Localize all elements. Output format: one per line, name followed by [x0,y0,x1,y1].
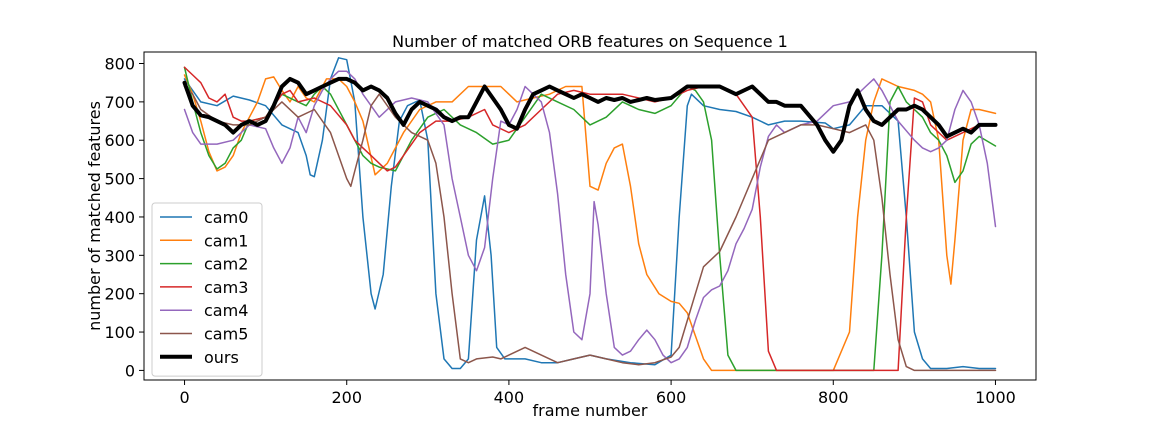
series-line-ours [182,76,998,154]
y-tick-label: 0 [125,361,135,380]
legend-label-cam4: cam4 [204,301,248,320]
series-line-cam5 [183,85,997,372]
y-tick-label: 300 [104,246,135,265]
y-tick-label: 700 [104,93,135,112]
y-axis: 0 100 200 300 400 500 600 700 800 [104,55,144,380]
y-tick-label: 400 [104,208,135,227]
x-tick-label: 800 [818,388,849,407]
y-tick-label: 500 [104,170,135,189]
series-line-cam4 [183,70,997,364]
legend: cam0 cam1 cam2 cam3 cam4 cam5 ours [151,202,263,377]
x-tick-label: 0 [179,388,189,407]
x-tick-label: 1000 [975,388,1016,407]
x-axis-label: frame number [533,401,648,420]
y-tick-label: 600 [104,131,135,150]
legend-label-ours: ours [204,348,239,367]
plot-lines [182,57,998,372]
legend-label-cam3: cam3 [204,278,248,297]
series-line-cam2 [183,66,997,372]
legend-label-cam0: cam0 [204,208,248,227]
x-tick-label: 400 [494,388,525,407]
y-tick-label: 100 [104,323,135,342]
y-axis-label: number of matched features [85,101,104,331]
x-axis: 0 200 400 600 800 1000 [179,380,1016,407]
legend-label-cam5: cam5 [204,325,248,344]
x-tick-label: 600 [656,388,687,407]
chart-title: Number of matched ORB features on Sequen… [392,32,788,51]
y-tick-label: 200 [104,285,135,304]
legend-label-cam2: cam2 [204,255,248,274]
y-tick-label: 800 [104,55,135,74]
legend-label-cam1: cam1 [204,231,248,250]
x-tick-label: 200 [331,388,362,407]
plot-frame [143,51,1037,381]
